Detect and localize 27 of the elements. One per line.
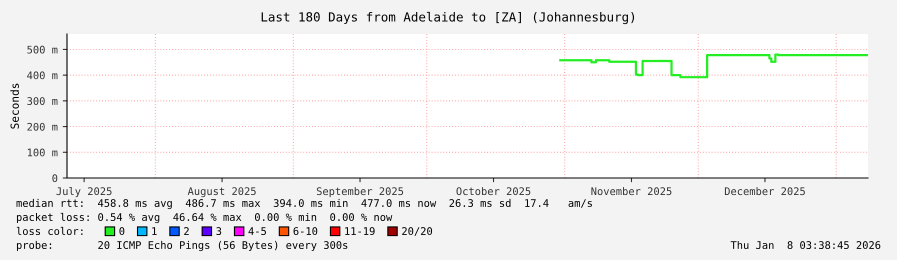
y-tick-label: 200 m (27, 122, 58, 131)
text: median rtt: 458.8 ms avg 486.7 ms max 394.0 ms min 477.0 ms now 26.3 ms sd 17.4 am/s (16, 198, 592, 210)
legend-label: 1 (152, 227, 157, 235)
y-tick-label: 0 (52, 174, 58, 182)
text: probe: 20 ICMP Echo Pings (56 Bytes) every 300s (16, 240, 348, 252)
legend-label: 11-19 (345, 227, 375, 236)
x-tick-label: September 2025 (316, 187, 404, 198)
legend-label: 20/20 (402, 227, 432, 236)
x-tick-label: November 2025 (591, 187, 672, 196)
legend-label: 0 (119, 227, 124, 236)
text: packet loss: 0.54 % avg 46.64 % max 0.00 % min 0.00 % now (16, 212, 392, 224)
x-tick-label: July 2025 (56, 187, 112, 198)
legend-label: 2 (184, 227, 189, 235)
legend-label: 3 (216, 227, 222, 236)
legend-title: loss color: (16, 226, 82, 236)
legend-label: 4-5 (248, 227, 266, 236)
text: Thu Jan 8 03:38:45 2026 (730, 240, 880, 250)
chart-title: Last 180 Days from Adelaide to [ZA] (Johannesburg) (262, 12, 634, 24)
y-tick-label: 400 m (27, 71, 58, 80)
y-tick-label: 100 m (28, 148, 58, 156)
y-tick-label: 500 m (27, 46, 58, 54)
x-tick-label: August 2025 (188, 187, 256, 198)
y-axis-title: Seconds (10, 84, 19, 129)
legend-label: 6-10 (294, 227, 318, 236)
x-tick-label: October 2025 (456, 187, 530, 196)
y-tick-label: 300 m (27, 97, 58, 105)
x-tick-label: December 2025 (724, 187, 805, 196)
